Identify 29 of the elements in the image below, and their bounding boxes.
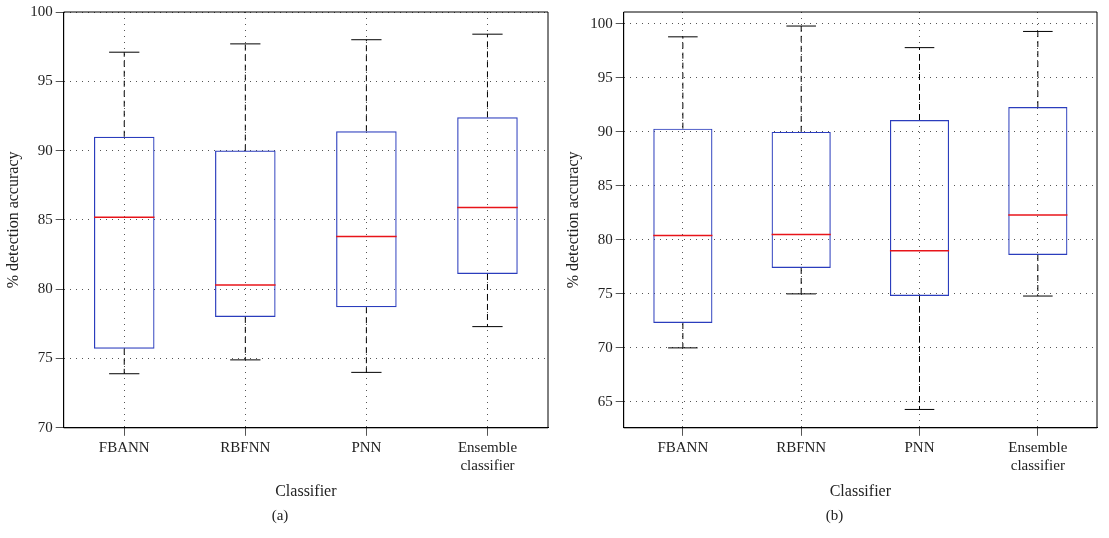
x-tick-label: PNN xyxy=(351,438,382,455)
x-tick-label: FBANN xyxy=(657,438,709,455)
y-tick-label: 85 xyxy=(37,210,53,227)
x-tick-label: Ensemble classifier xyxy=(1008,438,1068,473)
x-tick-label: Ensemble classifier xyxy=(457,438,518,473)
y-tick-label: 95 xyxy=(597,68,613,85)
y-tick-label: 85 xyxy=(597,176,613,193)
y-tick-label: 90 xyxy=(597,122,613,139)
y-tick-label: 80 xyxy=(597,230,613,247)
x-tick-label: PNN xyxy=(904,438,935,455)
y-tick-label: 70 xyxy=(597,338,613,355)
y-tick-label: 70 xyxy=(37,418,53,435)
x-tick-label: FBANN xyxy=(98,438,150,455)
y-tick-label: 65 xyxy=(597,392,613,409)
y-tick-label: 100 xyxy=(590,14,613,31)
x-axis-title: Classifier xyxy=(275,481,338,499)
x-tick-label: RBFNN xyxy=(776,438,827,455)
y-axis-title: % detection accuracy xyxy=(563,151,582,289)
y-tick-label: 95 xyxy=(37,72,53,89)
x-axis-title: Classifier xyxy=(829,481,892,499)
y-tick-label: 100 xyxy=(30,2,53,19)
text: (a) xyxy=(270,507,290,524)
x-tick-label: RBFNN xyxy=(220,438,271,455)
text: (b) xyxy=(824,507,845,524)
y-tick-label: 80 xyxy=(37,280,53,297)
y-axis-title: % detection accuracy xyxy=(3,151,22,289)
y-tick-label: 75 xyxy=(37,349,53,366)
y-tick-label: 90 xyxy=(37,141,53,158)
y-tick-label: 75 xyxy=(597,284,613,301)
